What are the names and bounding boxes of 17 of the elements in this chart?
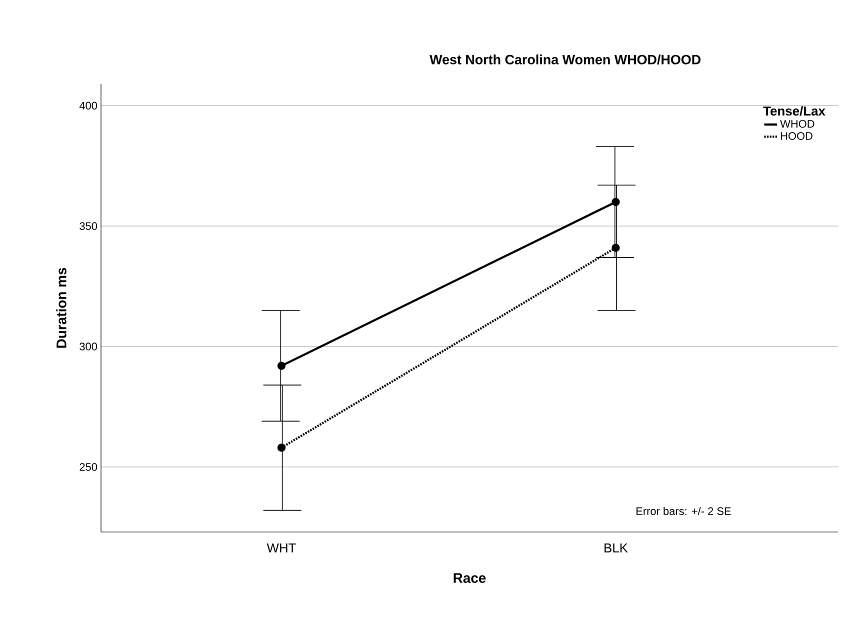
point	[612, 198, 620, 206]
annotation: Error bars: +/- 2 SE	[636, 506, 731, 516]
point	[277, 444, 286, 452]
chart-title: West North Carolina Women WHOD/HOOD	[430, 54, 701, 65]
y-axis-title: Duration ms	[56, 268, 66, 348]
x-tick-label: BLK	[604, 543, 628, 552]
legend-label: HOOD	[780, 132, 812, 140]
point	[277, 362, 286, 370]
legend-label: WHOD	[780, 120, 814, 128]
y-tick-label: 400	[79, 102, 98, 110]
y-tick-label: 250	[80, 463, 98, 471]
y-tick-label: 350	[80, 222, 98, 230]
point	[612, 244, 620, 252]
x-axis-title: Race	[454, 573, 486, 583]
legend-title: Tense/Lax	[763, 106, 826, 116]
y-tick-label: 300	[80, 342, 98, 350]
x-tick-label: WHT	[266, 543, 296, 552]
